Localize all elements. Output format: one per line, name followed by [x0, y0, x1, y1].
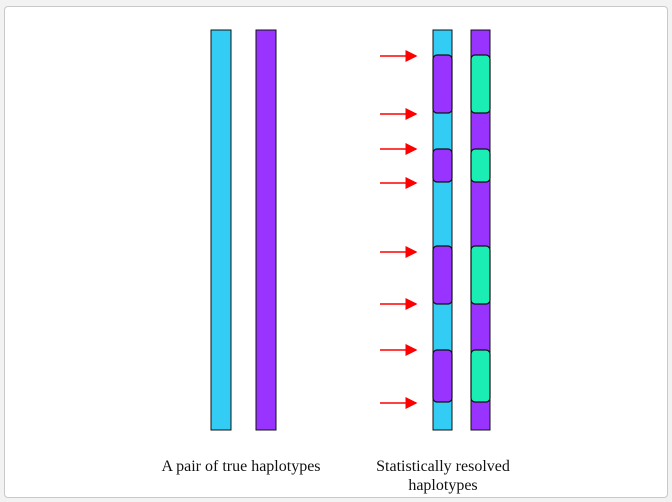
switched-segment-2d — [470, 349, 491, 403]
switched-segment-1c — [432, 245, 453, 305]
switched-segment-2a — [470, 54, 491, 114]
switched-segment-2c — [470, 245, 491, 305]
switched-segment-1b — [432, 148, 453, 183]
caption-resolved-haplotypes: Statistically resolved haplotypes — [376, 458, 510, 494]
resolved-haplotype-1 — [432, 29, 453, 431]
true-haplotype-1 — [210, 29, 232, 431]
resolved-haplotype-2 — [470, 29, 491, 431]
figure-panel — [4, 6, 668, 498]
switched-segment-2b — [470, 148, 491, 183]
caption-true-haplotypes: A pair of true haplotypes — [161, 458, 321, 475]
switched-segment-1d — [432, 349, 453, 403]
true-haplotype-2 — [255, 29, 277, 431]
switched-segment-1a — [432, 54, 453, 114]
